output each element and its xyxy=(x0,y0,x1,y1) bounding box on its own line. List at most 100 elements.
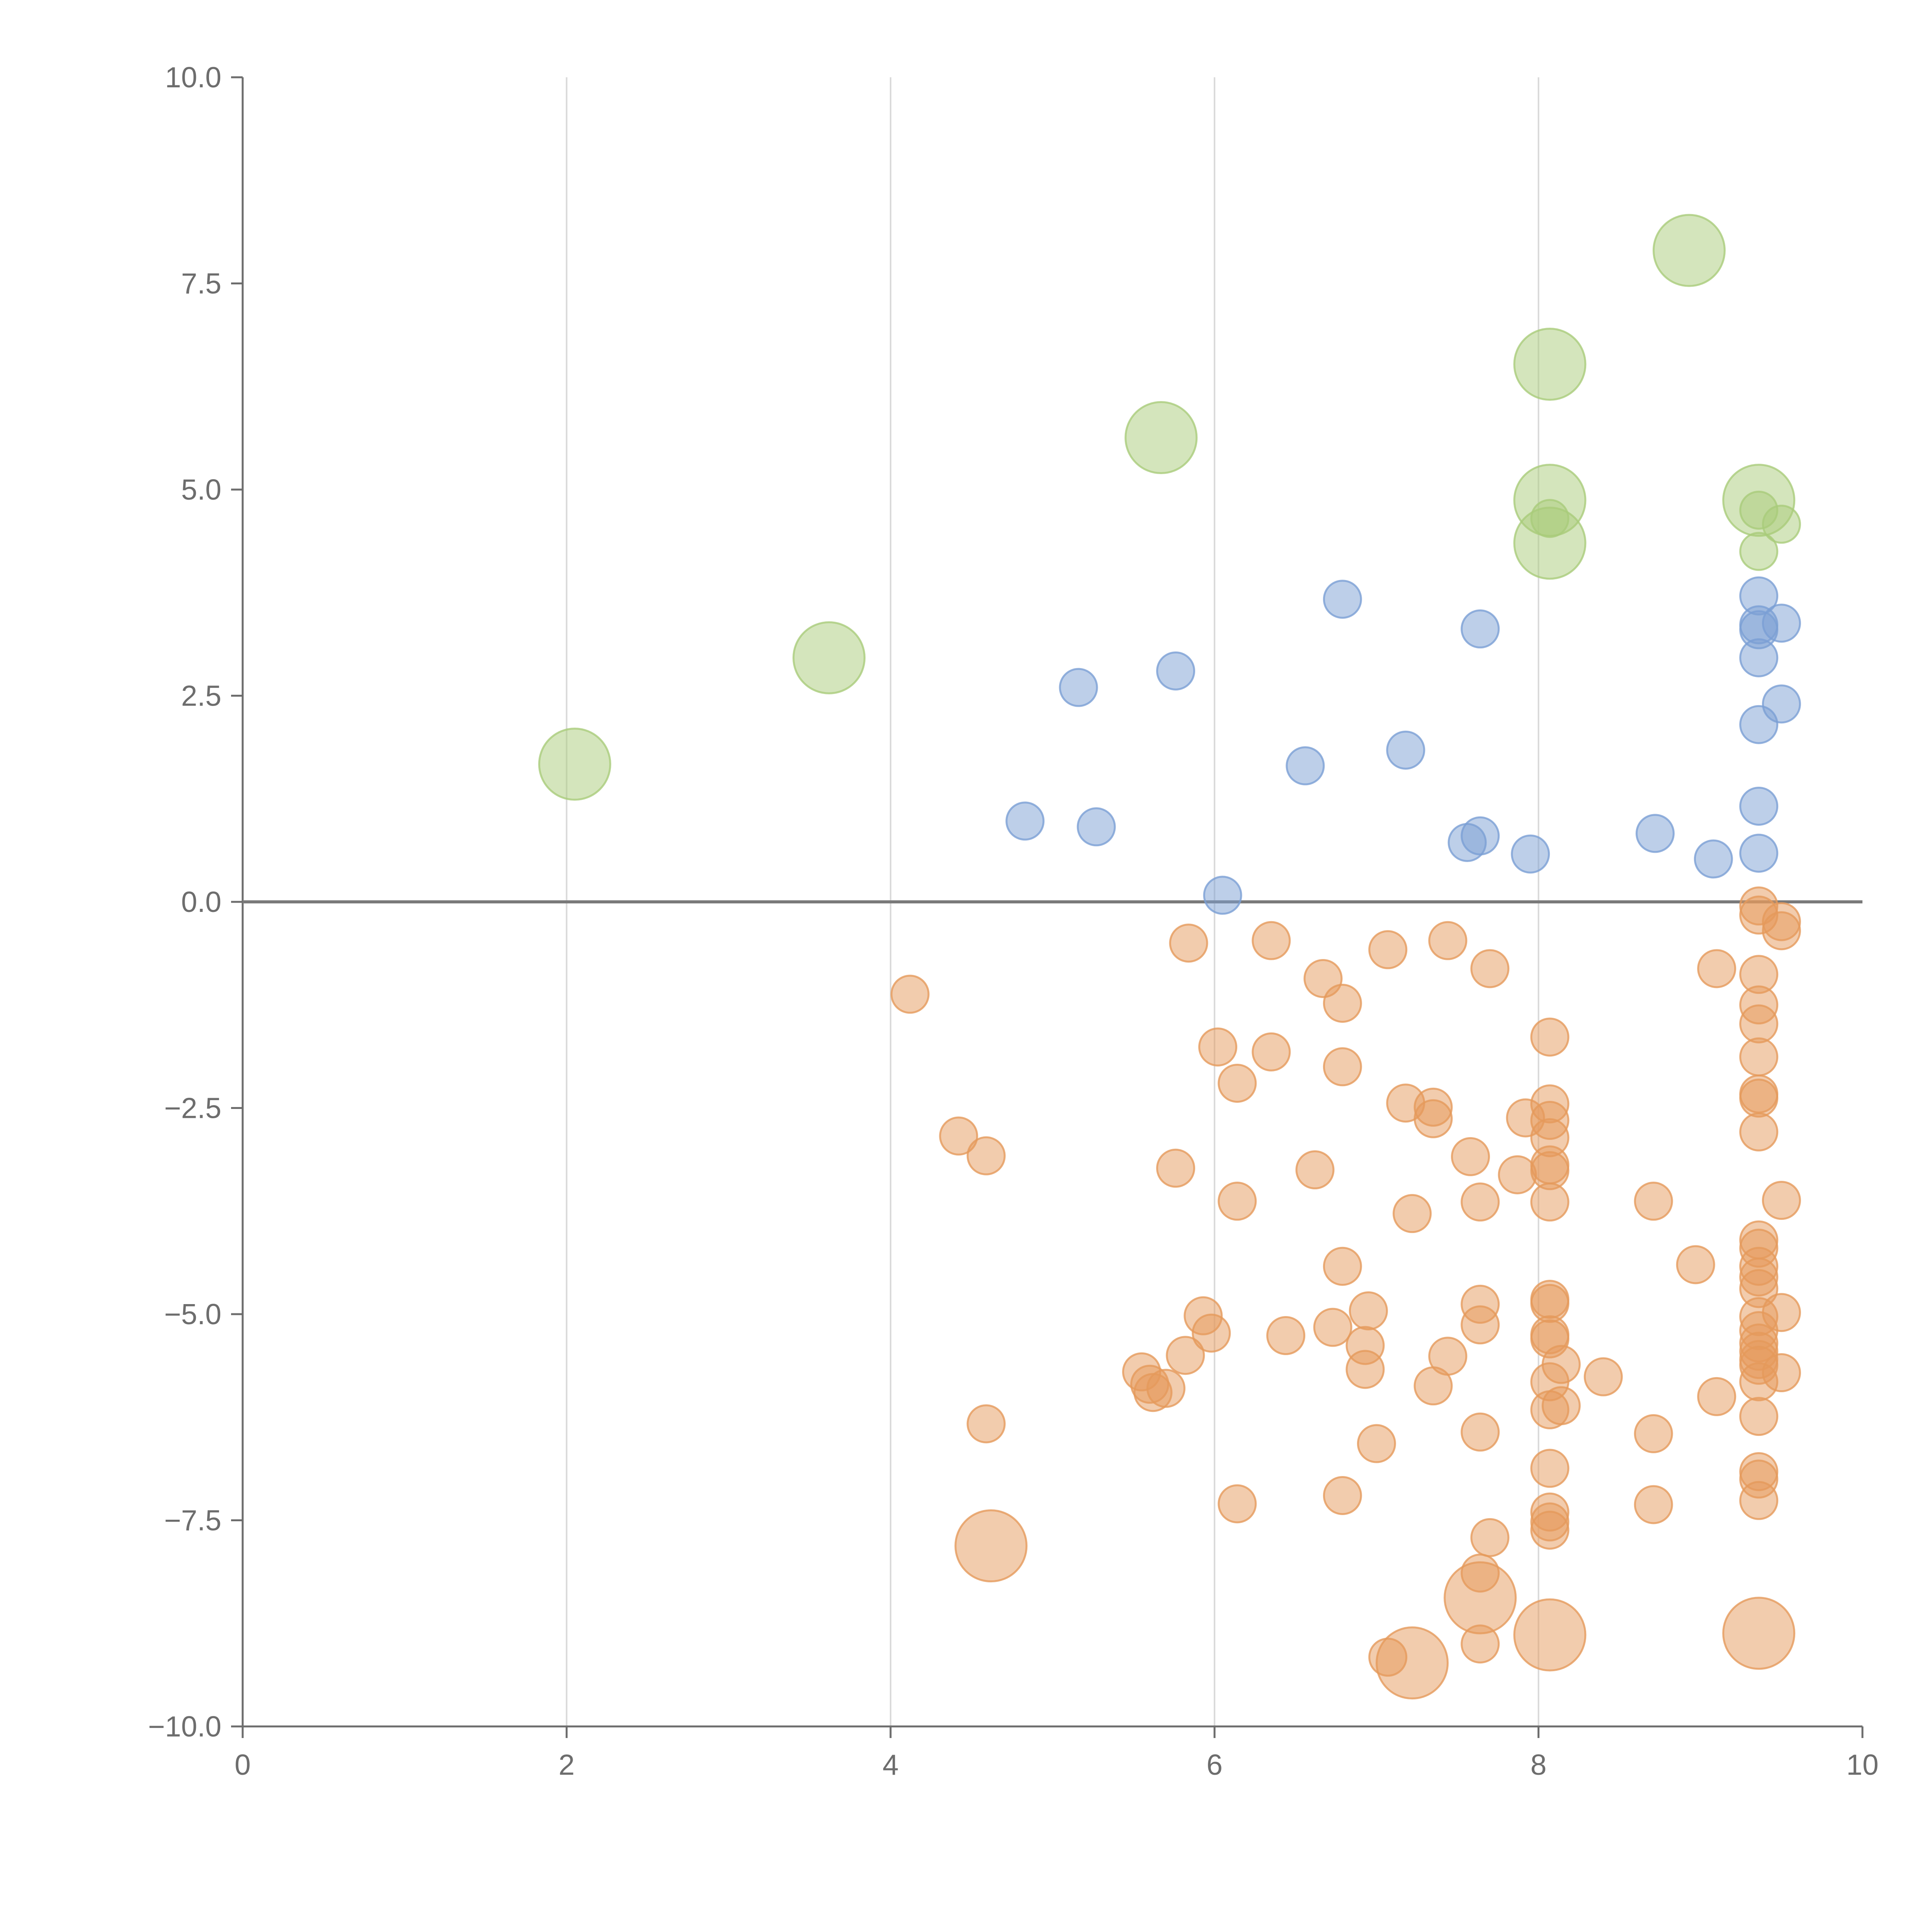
green-point xyxy=(1124,401,1198,474)
orange-point xyxy=(1428,921,1468,960)
orange-point xyxy=(954,1509,1028,1583)
orange-point xyxy=(1393,1194,1432,1233)
x-tick-label: 8 xyxy=(1531,1748,1547,1781)
blue-point xyxy=(1739,786,1779,826)
orange-point xyxy=(1541,1345,1581,1384)
orange-point xyxy=(1198,1027,1238,1067)
orange-point xyxy=(1252,1032,1291,1071)
orange-point xyxy=(939,1116,978,1156)
x-tick-label: 2 xyxy=(559,1748,575,1781)
orange-point xyxy=(966,1136,1006,1175)
y-tick-label: 7.5 xyxy=(181,267,221,300)
orange-point xyxy=(1313,1308,1352,1347)
blue-point xyxy=(1286,746,1325,786)
orange-point xyxy=(1413,1099,1453,1138)
orange-point xyxy=(1634,1182,1673,1221)
orange-point xyxy=(1697,949,1736,988)
orange-point xyxy=(1349,1291,1388,1330)
y-tick-label: −2.5 xyxy=(164,1092,221,1124)
x-tick-label: 6 xyxy=(1206,1748,1223,1781)
blue-point xyxy=(1762,604,1801,643)
orange-point xyxy=(890,975,930,1014)
orange-point xyxy=(1739,1112,1779,1151)
y-tick-label: 5.0 xyxy=(181,473,221,506)
green-point xyxy=(1652,214,1726,287)
blue-point xyxy=(1461,609,1500,649)
orange-point xyxy=(1461,1182,1500,1222)
y-tick-label: −7.5 xyxy=(164,1504,221,1537)
orange-point xyxy=(1166,1336,1205,1375)
y-tick-label: 10.0 xyxy=(165,61,221,94)
orange-point xyxy=(1218,1063,1257,1103)
orange-point xyxy=(1739,1481,1779,1520)
blue-point xyxy=(1739,705,1779,744)
orange-point xyxy=(1428,1337,1468,1376)
orange-point xyxy=(1634,1485,1673,1524)
blue-point xyxy=(1386,730,1425,770)
orange-point xyxy=(1739,1037,1779,1077)
green-point xyxy=(1530,499,1570,538)
orange-point xyxy=(1461,1412,1500,1452)
blue-point xyxy=(1323,580,1362,619)
orange-point xyxy=(1218,1484,1257,1524)
blue-point xyxy=(1203,876,1242,915)
orange-point xyxy=(1530,1182,1570,1222)
points-layer xyxy=(538,214,1801,1700)
orange-point xyxy=(1323,1047,1362,1087)
green-point xyxy=(1513,328,1587,401)
orange-point xyxy=(1762,1293,1801,1332)
orange-point xyxy=(1376,1626,1449,1700)
orange-point xyxy=(1513,1598,1587,1672)
orange-point xyxy=(1634,1414,1673,1453)
orange-point xyxy=(1368,930,1408,969)
orange-point xyxy=(1739,1397,1779,1436)
orange-point xyxy=(1530,1017,1570,1057)
orange-point xyxy=(1762,1353,1801,1393)
orange-point xyxy=(1192,1313,1231,1353)
blue-point xyxy=(1077,807,1116,847)
orange-point xyxy=(1676,1245,1715,1284)
orange-point xyxy=(1498,1155,1537,1194)
orange-point xyxy=(1470,1518,1510,1557)
orange-point xyxy=(1461,1305,1500,1345)
y-tick-label: 2.5 xyxy=(181,680,221,712)
orange-point xyxy=(1146,1369,1185,1408)
y-tick-label: −5.0 xyxy=(164,1298,221,1330)
y-tick-label: −10.0 xyxy=(148,1710,221,1743)
orange-point xyxy=(1323,1247,1362,1286)
orange-point xyxy=(1156,1148,1196,1188)
blue-point xyxy=(1461,816,1500,855)
blue-point xyxy=(1739,638,1779,677)
orange-point xyxy=(1444,1561,1517,1634)
y-tick-label: 0.0 xyxy=(181,886,221,918)
orange-point xyxy=(966,1404,1006,1444)
orange-point xyxy=(1252,921,1291,960)
orange-point xyxy=(1722,1597,1796,1670)
orange-point xyxy=(1323,1476,1362,1515)
green-point xyxy=(1739,532,1779,571)
x-tick-label: 0 xyxy=(235,1748,251,1781)
orange-point xyxy=(1530,1510,1570,1550)
green-point xyxy=(538,728,611,801)
tick-labels-layer: 10.0 7.5 5.0 2.5 0.0 −2.5 −5.0 −7.5 −10.0 0 2 4 6 8 10 xyxy=(148,61,1879,1781)
orange-point xyxy=(1697,1377,1736,1416)
blue-point xyxy=(1005,801,1045,841)
orange-point xyxy=(1762,911,1801,951)
green-point xyxy=(1762,505,1801,544)
orange-point xyxy=(1739,1078,1779,1118)
orange-point xyxy=(1451,1137,1490,1176)
x-tick-label: 10 xyxy=(1846,1748,1878,1781)
blue-point xyxy=(1156,651,1196,690)
blue-point xyxy=(1694,839,1733,879)
blue-point xyxy=(1511,834,1550,874)
orange-point xyxy=(1583,1357,1623,1396)
orange-point xyxy=(1345,1350,1385,1389)
green-point xyxy=(793,621,866,694)
orange-point xyxy=(1541,1386,1581,1425)
blue-point xyxy=(1635,814,1675,853)
blue-point xyxy=(1059,668,1098,707)
orange-point xyxy=(1169,923,1208,963)
orange-point xyxy=(1295,1150,1335,1190)
